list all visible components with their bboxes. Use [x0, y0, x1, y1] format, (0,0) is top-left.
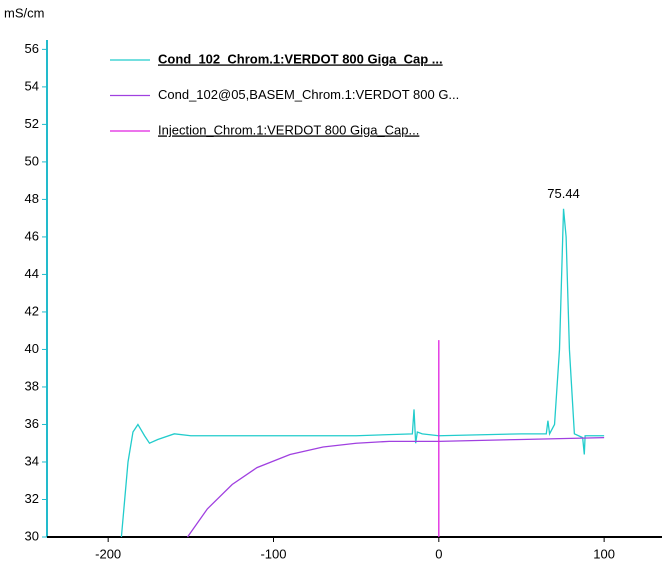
y-tick-label: 54: [25, 78, 39, 93]
series-line: [186, 436, 605, 538]
legend-label: Injection_Chrom.1:VERDOT 800 Giga_Cap...: [158, 122, 419, 137]
y-tick-label: 44: [25, 266, 39, 281]
y-tick-label: 42: [25, 303, 39, 318]
y-tick-label: 56: [25, 41, 39, 56]
x-tick-label: 100: [593, 546, 615, 561]
legend-label: Cond_102_Chrom.1:VERDOT 800 Giga_Cap ...: [158, 51, 443, 66]
y-tick-label: 38: [25, 378, 39, 393]
y-tick-label: 36: [25, 416, 39, 431]
peak-annotation: 75.44: [547, 186, 580, 201]
x-tick-label: -200: [95, 546, 121, 561]
series-line: [120, 208, 605, 538]
y-axis-label: mS/cm: [4, 5, 44, 20]
x-tick-label: 0: [435, 546, 442, 561]
y-tick-label: 52: [25, 116, 39, 131]
y-tick-label: 30: [25, 528, 39, 543]
y-tick-label: 46: [25, 228, 39, 243]
y-tick-label: 32: [25, 491, 39, 506]
y-tick-label: 50: [25, 153, 39, 168]
y-tick-label: 48: [25, 191, 39, 206]
legend-label: Cond_102@05,BASEM_Chrom.1:VERDOT 800 G..…: [158, 87, 459, 102]
y-tick-label: 40: [25, 341, 39, 356]
x-tick-label: -100: [260, 546, 286, 561]
y-tick-label: 34: [25, 453, 39, 468]
